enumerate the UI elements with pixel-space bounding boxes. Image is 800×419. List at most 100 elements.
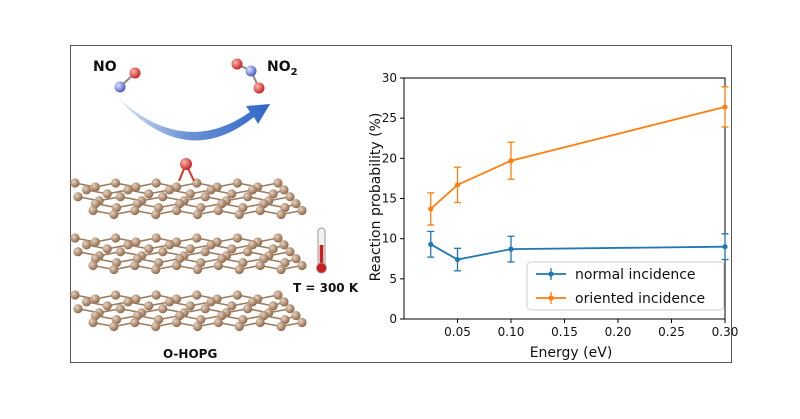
carbon-atom-icon — [115, 304, 125, 314]
carbon-atom-icon — [171, 294, 182, 304]
carbon-atom-icon — [206, 185, 216, 195]
adsorbed-oxygen-icon — [178, 158, 195, 182]
carbon-atom-icon — [268, 244, 278, 254]
carbon-atom-icon — [70, 178, 80, 188]
carbon-atom-icon — [238, 203, 248, 213]
carbon-atom-icon — [102, 244, 112, 254]
carbon-atom-icon — [154, 315, 164, 325]
carbon-atom-icon — [213, 205, 223, 216]
carbon-atom-icon — [192, 209, 203, 220]
data-point — [508, 158, 514, 164]
carbon-atom-icon — [164, 297, 175, 307]
carbon-atom-icon — [151, 264, 161, 275]
carbon-atom-icon — [164, 240, 175, 250]
legend-item: oriented incidence — [536, 291, 705, 307]
carbon-atom-icon — [130, 317, 140, 328]
x-tick-label: 0.15 — [551, 325, 578, 339]
data-point — [722, 104, 728, 110]
carbon-atom-icon — [217, 199, 227, 209]
carbon-atom-icon — [255, 317, 265, 328]
carbon-atom-icon — [158, 304, 168, 314]
figure-frame — [70, 45, 732, 363]
y-tick-label: 15 — [382, 192, 397, 206]
y-tick-label: 30 — [382, 71, 397, 85]
carbon-atom-icon — [192, 321, 203, 332]
carbon-atom-icon — [123, 240, 133, 250]
carbon-atom-icon — [280, 203, 290, 213]
carbon-atom-icon — [90, 182, 100, 192]
carbon-atom-icon — [234, 264, 244, 275]
carbon-atom-icon — [297, 205, 307, 216]
carbon-atom-icon — [232, 233, 242, 243]
carbon-atom-icon — [280, 315, 290, 325]
carbon-atom-icon — [213, 260, 223, 271]
carbon-atom-icon — [158, 192, 168, 202]
carbon-atom-icon — [151, 233, 161, 243]
carbon-atom-icon — [234, 209, 244, 220]
carbon-atom-icon — [243, 192, 253, 202]
carbon-atom-icon — [232, 290, 242, 300]
carbon-atom-icon — [133, 311, 143, 321]
carbon-atom-icon — [131, 182, 141, 192]
x-tick-label: 0.20 — [605, 325, 632, 339]
series-oriented-incidence — [427, 86, 729, 226]
carbon-atom-icon — [133, 199, 143, 209]
carbon-atom-icon — [123, 297, 133, 307]
carbon-atom-icon — [70, 233, 80, 243]
series-line — [430, 106, 726, 210]
data-point — [722, 244, 728, 250]
carbon-atom-icon — [185, 189, 195, 199]
carbon-atom-icon — [130, 260, 140, 271]
carbon-atom-icon — [144, 301, 154, 311]
carbon-atom-icon — [276, 209, 286, 220]
carbon-atom-icon — [279, 240, 289, 250]
carbon-atom-icon — [192, 264, 203, 275]
carbon-atom-icon — [171, 182, 182, 192]
product-label: NO2 — [267, 59, 298, 78]
carbon-atom-icon — [88, 260, 98, 271]
carbon-atom-icon — [131, 237, 141, 247]
carbon-atom-icon — [276, 321, 286, 332]
carbon-atom-icon — [291, 199, 301, 209]
carbon-atom-icon — [185, 301, 195, 311]
data-point — [428, 206, 434, 212]
carbon-atom-icon — [285, 247, 295, 257]
y-tick-label: 5 — [389, 272, 397, 286]
carbon-atom-icon — [111, 290, 121, 300]
carbon-atom-icon — [111, 178, 121, 188]
carbon-atom-icon — [175, 199, 185, 209]
carbon-atom-icon — [102, 301, 112, 311]
thermometer-icon — [316, 227, 327, 274]
carbon-atom-icon — [73, 192, 83, 202]
carbon-atom-icon — [133, 254, 143, 264]
graphite-layers — [70, 178, 307, 332]
carbon-atom-icon — [291, 254, 301, 264]
carbon-atom-icon — [196, 258, 206, 268]
carbon-atom-icon — [217, 311, 227, 321]
carbon-atom-icon — [154, 203, 164, 213]
chart-series — [427, 86, 729, 272]
carbon-atom-icon — [102, 189, 112, 199]
surface-label: O-HOPG — [163, 347, 217, 361]
carbon-atom-icon — [227, 301, 237, 311]
carbon-atom-icon — [273, 290, 283, 300]
temperature-label: T = 300 K — [293, 281, 359, 295]
series-line — [430, 243, 726, 261]
no-molecule-icon — [114, 67, 141, 93]
chart-legend: normal incidence oriented incidence — [526, 261, 725, 311]
carbon-atom-icon — [200, 247, 210, 257]
carbon-atom-icon — [185, 244, 195, 254]
reactant-label: NO — [93, 59, 117, 75]
data-point — [508, 246, 514, 252]
carbon-atom-icon — [285, 304, 295, 314]
carbon-atom-icon — [206, 240, 216, 250]
legend-label: oriented incidence — [575, 291, 705, 307]
carbon-atom-icon — [172, 205, 182, 216]
x-tick-label: 0.05 — [444, 325, 471, 339]
carbon-atom-icon — [172, 317, 182, 328]
carbon-atom-icon — [123, 185, 133, 195]
carbon-atom-icon — [175, 254, 185, 264]
carbon-atom-icon — [172, 260, 182, 271]
